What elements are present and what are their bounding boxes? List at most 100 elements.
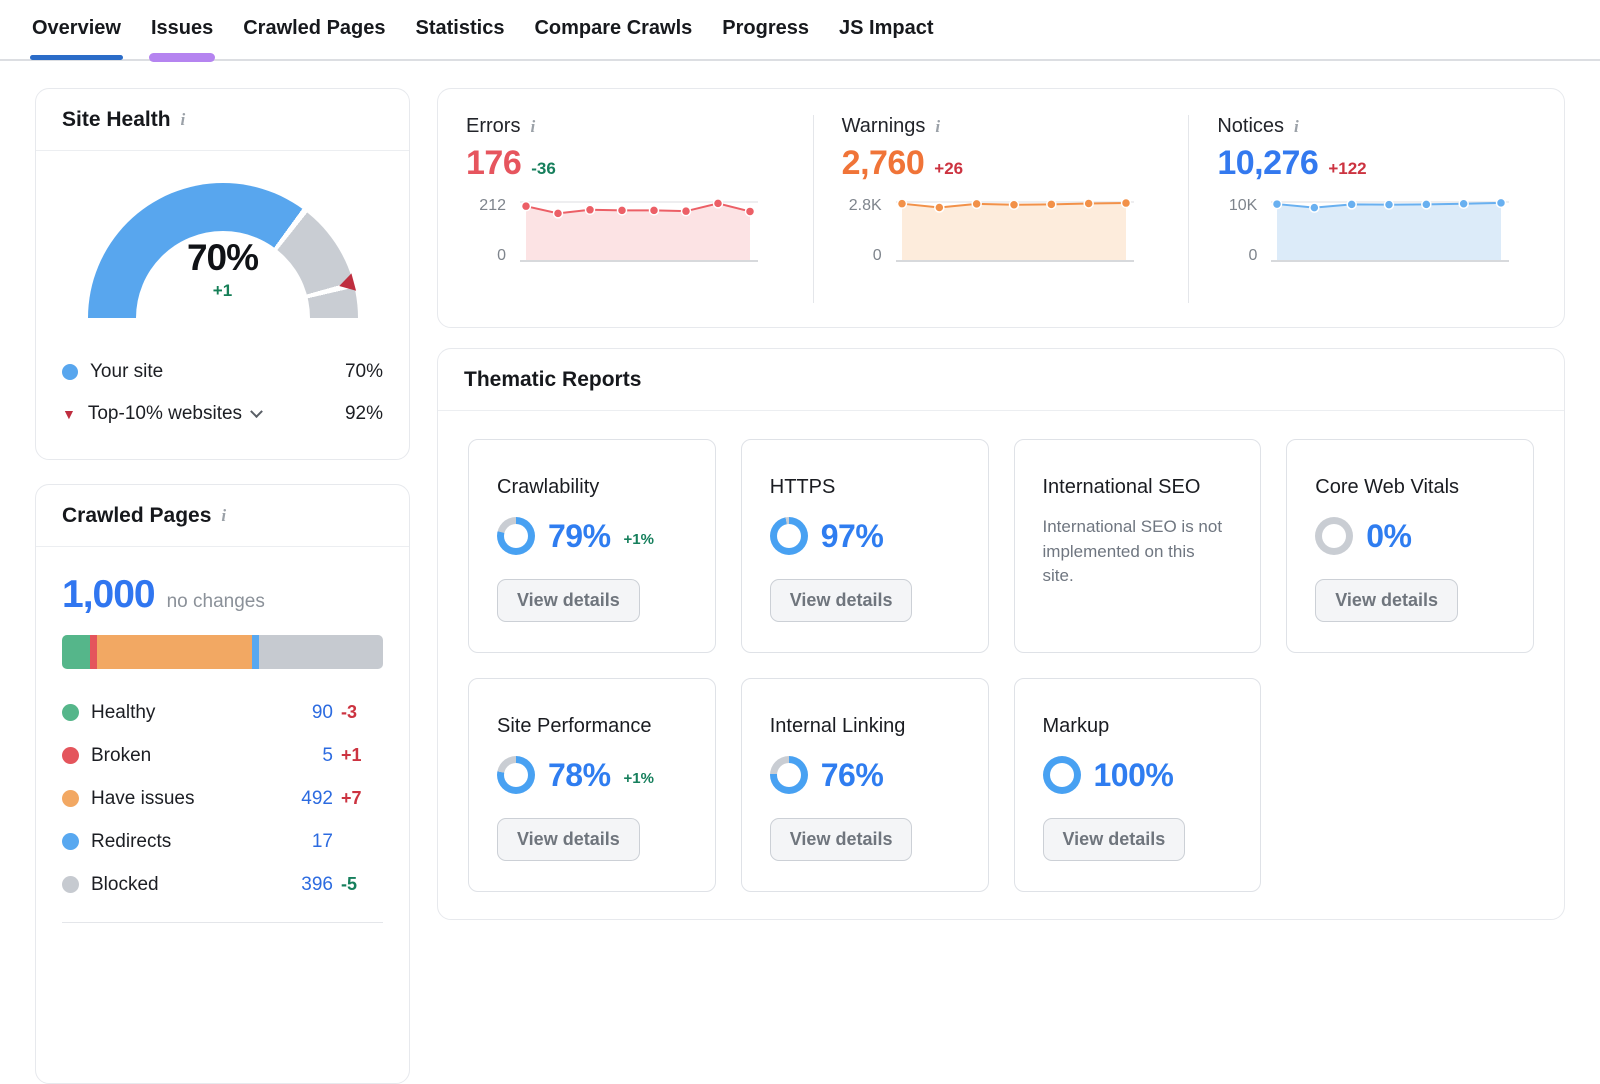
triangle-down-icon: ▼ <box>62 406 76 422</box>
list-item-blocked: Blocked 396 -5 <box>62 863 383 906</box>
bar-segment-have-issues[interactable] <box>97 635 252 669</box>
active-tab-underline <box>30 55 123 60</box>
info-icon[interactable]: i <box>221 505 227 525</box>
warnings-label: Warnings <box>841 115 926 137</box>
https-donut-icon <box>769 517 808 555</box>
info-icon[interactable]: i <box>180 109 186 129</box>
crawlability-donut-icon <box>497 517 535 555</box>
tab-compare-crawls[interactable]: Compare Crawls <box>534 17 693 39</box>
row-label: Redirects <box>91 830 172 852</box>
row-value[interactable]: 492 <box>301 787 333 809</box>
warnings-trend-chart <box>894 197 1134 268</box>
site-performance-card: Site Performance 78% +1% View details <box>468 678 716 892</box>
site-health-score: 70% <box>186 237 259 278</box>
tab-issues[interactable]: Issues <box>148 0 216 62</box>
tab-issues-label: Issues <box>150 17 214 39</box>
tab-progress[interactable]: Progress <box>722 17 810 39</box>
bar-segment-redirects[interactable] <box>251 635 259 669</box>
international-seo-card: International SEO International SEO is n… <box>1013 439 1262 653</box>
list-item-redirects: Redirects 17 <box>62 820 383 863</box>
top10-value: 92% <box>344 403 383 424</box>
markup-donut-icon <box>1042 756 1081 794</box>
row-delta: +7 <box>341 788 362 808</box>
info-icon[interactable]: i <box>530 116 536 136</box>
row-value[interactable]: 396 <box>301 873 333 895</box>
legend-dot-icon <box>62 704 79 721</box>
legend-dot-icon <box>62 833 79 850</box>
notices-column: Notices i 10,276 +122 10K 0 <box>1188 115 1564 303</box>
row-label: Blocked <box>91 873 159 895</box>
errors-label: Errors <box>466 115 521 137</box>
row-value[interactable]: 17 <box>311 830 333 852</box>
legend-dot-icon <box>62 790 79 807</box>
crawled-total-note: no changes <box>166 591 265 612</box>
row-value[interactable]: 5 <box>322 744 333 766</box>
chevron-down-icon[interactable] <box>250 404 263 418</box>
view-details-button[interactable]: View details <box>497 818 640 861</box>
tab-statistics[interactable]: Statistics <box>415 17 505 39</box>
crawled-total[interactable]: 1,000 <box>62 573 156 616</box>
crawled-pages-card: Crawled Pages i 1,000 no changes Healthy… <box>35 484 410 1084</box>
your-site-dot-icon <box>62 364 78 380</box>
errors-column: Errors i 176 -36 212 0 <box>438 115 813 303</box>
crawlability-card: Crawlability 79% +1% View details <box>468 439 716 653</box>
tab-bar: Overview Issues Crawled Pages Statistics… <box>30 0 936 62</box>
https-percent: 97% <box>820 517 884 554</box>
info-icon[interactable]: i <box>1294 116 1299 136</box>
site-health-delta: +1 <box>212 281 233 300</box>
https-card: HTTPS 97% View details <box>740 439 989 653</box>
list-item-have-issues: Have issues 492 +7 <box>62 777 383 820</box>
crawlability-percent: 79% <box>548 517 611 554</box>
site-health-gauge: 70% +1 <box>87 183 358 321</box>
sparkline-svg <box>895 197 1134 262</box>
tab-js-impact[interactable]: JS Impact <box>839 17 934 39</box>
view-details-button[interactable]: View details <box>497 579 640 622</box>
view-details-button[interactable]: View details <box>1042 818 1186 861</box>
list-item-broken: Broken 5 +1 <box>62 734 383 777</box>
row-value[interactable]: 90 <box>311 701 333 723</box>
notices-delta: +122 <box>1328 159 1367 178</box>
your-site-value: 70% <box>344 361 383 382</box>
row-delta: -5 <box>341 874 358 894</box>
view-details-button[interactable]: View details <box>1315 579 1458 622</box>
markup-card: Markup 100% View details <box>1013 678 1262 892</box>
tab-overview-label: Overview <box>32 17 121 39</box>
info-icon[interactable]: i <box>935 116 941 136</box>
divider <box>62 922 383 923</box>
international-seo-message: International SEO is not implemented on … <box>1042 517 1223 586</box>
bar-segment-healthy[interactable] <box>62 635 91 669</box>
errors-delta: -36 <box>531 159 556 178</box>
errors-trend-chart <box>518 197 758 268</box>
bar-segment-broken[interactable] <box>90 635 98 669</box>
legend-top10-websites: ▼ Top-10% websites 92% <box>62 403 383 424</box>
row-delta: +1 <box>341 745 362 765</box>
notices-value[interactable]: 10,276 <box>1217 144 1319 182</box>
view-details-button[interactable]: View details <box>769 579 913 622</box>
thematic-reports-title: Thematic Reports <box>464 367 642 391</box>
markup-percent: 100% <box>1093 756 1174 793</box>
site-performance-delta: +1% <box>623 769 654 787</box>
row-label: Have issues <box>91 787 195 809</box>
internal-linking-donut-icon <box>769 756 808 794</box>
row-delta: -3 <box>341 702 358 722</box>
tab-crawled-pages[interactable]: Crawled Pages <box>243 17 386 39</box>
warnings-value[interactable]: 2,760 <box>841 144 925 182</box>
row-label: Broken <box>91 744 152 766</box>
legend-dot-icon <box>62 747 79 764</box>
errors-value[interactable]: 176 <box>466 144 522 182</box>
core-web-vitals-card: Core Web Vitals 0% View details <box>1286 439 1534 653</box>
site-performance-donut-icon <box>497 756 535 794</box>
notices-trend-chart <box>1269 197 1510 268</box>
sparkline-svg <box>520 198 758 262</box>
bar-segment-blocked[interactable] <box>258 635 383 669</box>
core-web-vitals-donut-icon <box>1315 517 1354 555</box>
crawled-pages-legend: Healthy 90 -3 Broken 5 +1 Have issues 492 +7 Redi… <box>62 691 383 906</box>
site-health-card: Site Health i 70% +1 Your site 70% ▼ Top… <box>35 88 410 460</box>
tab-overview[interactable]: Overview <box>30 0 123 61</box>
crawled-pages-title: Crawled Pages <box>62 503 212 527</box>
warnings-column: Warnings i 2,760 +26 2.8K 0 <box>812 115 1189 303</box>
view-details-button[interactable]: View details <box>769 818 913 861</box>
notices-label: Notices <box>1217 115 1285 137</box>
internal-linking-percent: 76% <box>820 756 884 793</box>
warnings-delta: +26 <box>934 159 964 178</box>
